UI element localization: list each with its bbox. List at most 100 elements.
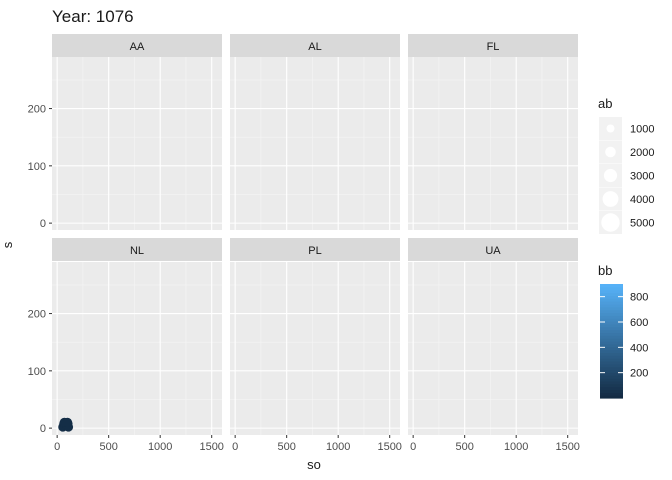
facet-label: NL xyxy=(130,245,144,257)
facet-panels: AA 0 100 200 AL FL NL 0 100 200 0 500 1000 1500 PL 0 500… xyxy=(28,34,580,453)
colorbar-segment xyxy=(600,306,623,311)
colorbar-segment xyxy=(600,338,623,342)
x-axis-title: so xyxy=(307,457,321,472)
colorbar-segment xyxy=(600,383,623,388)
facet-ua: UA 0 500 1000 1500 xyxy=(408,238,580,453)
colorbar-segment xyxy=(600,295,623,299)
facet-label: AL xyxy=(308,41,321,53)
panel-background xyxy=(52,57,222,230)
colorbar-segment xyxy=(600,378,623,382)
size-key-circle xyxy=(605,146,616,158)
colorbar-segment xyxy=(600,392,623,396)
x-tick-label: 0 xyxy=(232,441,238,453)
colorbar-segment xyxy=(600,332,623,336)
colorbar-segment xyxy=(600,372,623,376)
colorbar-segment xyxy=(600,341,623,345)
size-key-circle xyxy=(601,213,620,232)
colorbar-segment xyxy=(600,329,623,334)
colorbar-segment xyxy=(600,286,623,291)
colorbar-segment xyxy=(600,386,623,391)
data-point xyxy=(62,417,73,427)
facet-label: AA xyxy=(130,41,145,53)
colorbar-segment xyxy=(600,301,623,305)
x-tick-label: 1500 xyxy=(199,441,223,453)
color-legend-title: bb xyxy=(598,263,612,278)
colorbar-segment xyxy=(600,321,623,325)
x-tick-label: 1500 xyxy=(555,441,579,453)
colorbar-segment xyxy=(600,375,623,379)
colorbar-segment xyxy=(600,369,623,373)
color-legend-label: 400 xyxy=(630,342,648,354)
color-legend-label: 200 xyxy=(630,368,648,380)
y-axis-title: s xyxy=(0,241,15,248)
size-legend-label: 3000 xyxy=(630,171,654,183)
size-legend-label: 5000 xyxy=(630,218,654,230)
colorbar-segment xyxy=(600,298,623,302)
size-legend-label: 2000 xyxy=(630,147,654,159)
colorbar-segment xyxy=(600,355,623,359)
y-tick-label: 200 xyxy=(28,104,46,116)
size-key-circle xyxy=(606,124,615,133)
colorbar-segment xyxy=(600,284,623,288)
y-tick-label: 0 xyxy=(40,423,46,435)
panel-background xyxy=(230,262,400,435)
x-tick-label: 500 xyxy=(99,441,117,453)
facet-label: PL xyxy=(308,245,321,257)
colorbar-segment xyxy=(600,389,623,393)
colorbar-segment xyxy=(600,349,623,353)
panel-background xyxy=(408,57,578,230)
x-tick-label: 0 xyxy=(54,441,60,453)
colorbar-segment xyxy=(600,312,623,316)
x-tick-label: 1000 xyxy=(326,441,350,453)
size-legend-label: 4000 xyxy=(630,194,654,206)
colorbar-segment xyxy=(600,360,623,365)
size-key-circle xyxy=(602,191,619,207)
size-legend-title: ab xyxy=(598,96,612,111)
facet-al: AL xyxy=(230,34,400,230)
size-legend-label: 1000 xyxy=(630,124,654,136)
facet-strip xyxy=(230,238,400,261)
colorbar-segment xyxy=(600,289,623,294)
colorbar-segment xyxy=(600,303,623,308)
x-tick-label: 0 xyxy=(410,441,416,453)
panel-background xyxy=(52,262,222,435)
size-key-circle xyxy=(603,168,618,183)
color-legend-label: 600 xyxy=(630,317,648,329)
colorbar-segment xyxy=(600,335,623,339)
colorbar-segment xyxy=(600,309,623,314)
facet-nl: NL 0 100 200 0 500 1000 1500 xyxy=(28,238,224,453)
x-tick-label: 1500 xyxy=(377,441,401,453)
x-tick-label: 500 xyxy=(455,441,473,453)
facet-label: FL xyxy=(487,41,500,53)
colorbar-segment xyxy=(600,352,623,356)
colorbar-segment xyxy=(600,343,623,348)
x-tick-label: 1000 xyxy=(504,441,528,453)
colorbar-segment xyxy=(600,326,623,331)
colorbar-segment xyxy=(600,395,623,399)
x-tick-label: 1000 xyxy=(148,441,172,453)
y-tick-label: 100 xyxy=(28,366,46,378)
panel-background xyxy=(408,262,578,435)
color-legend: bb 200 400 600 800 xyxy=(598,263,648,399)
colorbar-segment xyxy=(600,358,623,362)
y-tick-label: 200 xyxy=(28,309,46,321)
facet-fl: FL xyxy=(408,34,578,230)
panel-background xyxy=(230,57,400,230)
colorbar-segment xyxy=(600,323,623,328)
facet-strip xyxy=(408,238,578,261)
y-tick-label: 0 xyxy=(40,218,46,230)
facet-pl: PL 0 500 1000 1500 xyxy=(230,238,402,453)
size-legend: ab 1000 2000 3000 4000 5000 xyxy=(598,96,654,234)
colorbar-segment xyxy=(600,292,623,296)
colorbar-segment xyxy=(600,346,623,351)
colorbar-segment xyxy=(600,380,623,385)
x-tick-label: 500 xyxy=(277,441,295,453)
colorbar-segment xyxy=(600,363,623,368)
chart-title: Year: 1076 xyxy=(52,7,134,26)
facet-strip xyxy=(408,34,578,57)
facet-strip xyxy=(230,34,400,57)
facet-strip xyxy=(52,238,222,261)
colorbar-segment xyxy=(600,318,623,322)
facet-strip xyxy=(52,34,222,57)
